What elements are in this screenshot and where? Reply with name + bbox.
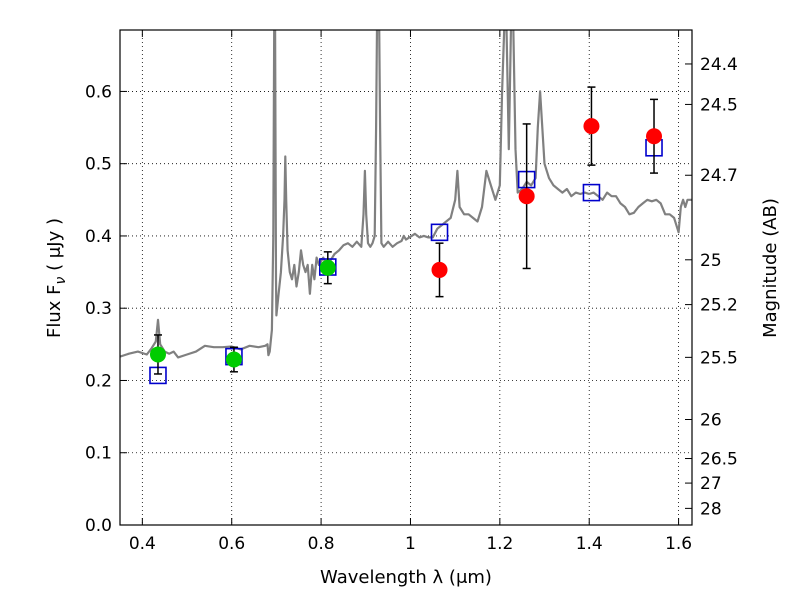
- x-tick-label: 1.4: [576, 534, 603, 554]
- data-point: [518, 188, 535, 205]
- y-axis-label-main: Flux F: [44, 284, 65, 338]
- model-photometry-square: [430, 223, 449, 242]
- x-tick-label: 0.8: [308, 534, 335, 554]
- y-axis-label-unit: ( μJy ): [44, 218, 65, 277]
- data-point: [431, 261, 448, 278]
- right-axis-label: Magnitude (AB): [760, 198, 781, 338]
- right-tick-label: 28: [700, 499, 722, 519]
- y-tick-label: 0.0: [85, 516, 112, 536]
- right-tick-label: 26: [700, 410, 722, 430]
- plot-area: [120, 30, 692, 359]
- right-tick-label: 25.2: [700, 296, 738, 316]
- y-tick-label: 0.3: [85, 299, 112, 319]
- grid-layer: [120, 30, 692, 526]
- model-photometry-square: [582, 183, 601, 202]
- y-tick-label: 0.1: [85, 444, 112, 464]
- y-axis-label-sub: ν: [53, 276, 69, 284]
- x-tick-label: 1.6: [665, 534, 692, 554]
- right-tick-label: 25: [700, 251, 722, 271]
- data-point: [319, 259, 336, 276]
- marks-layer: [149, 86, 663, 385]
- right-tick-label: 24.4: [700, 55, 738, 75]
- y-tick-label: 0.5: [85, 155, 112, 175]
- x-axis-label: Wavelength λ (μm): [320, 567, 492, 588]
- x-tick-label: 0.4: [129, 534, 156, 554]
- y-tick-label: 0.4: [85, 227, 112, 247]
- y-axis-label: Flux Fν ( μJy ): [44, 218, 69, 338]
- data-point: [646, 128, 663, 145]
- right-tick-label: 25.5: [700, 348, 738, 368]
- x-tick-label: 1: [405, 534, 416, 554]
- y-tick-label: 0.6: [85, 82, 112, 102]
- right-tick-label: 24.5: [700, 95, 738, 115]
- x-tick-label: 0.6: [218, 534, 245, 554]
- data-point: [149, 346, 166, 363]
- data-point: [583, 118, 600, 135]
- y-tick-label: 0.2: [85, 371, 112, 391]
- right-tick-label: 27: [700, 474, 722, 494]
- right-tick-label: 24.7: [700, 166, 738, 186]
- plot-frame: [119, 29, 693, 526]
- x-tick-label: 1.2: [486, 534, 513, 554]
- data-point: [225, 351, 242, 368]
- spectrum-line: [120, 30, 692, 359]
- right-tick-label: 26.5: [700, 450, 738, 470]
- ticks-layer: 0.4 0.6 0.8 1 1.2 1.4 1.6 0.0 0.1 0.2 0.3 0.4 0.5 0.6…: [85, 30, 738, 554]
